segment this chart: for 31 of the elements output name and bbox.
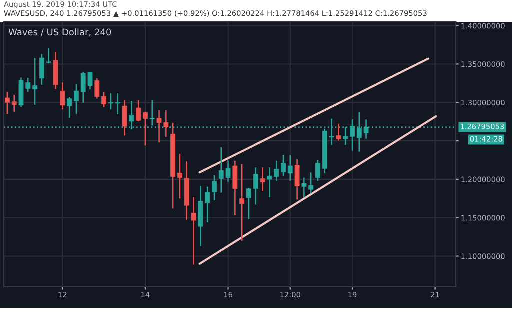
candlestick	[60, 82, 66, 110]
candlestick	[12, 94, 17, 112]
candlestick	[267, 167, 272, 198]
candlestick	[281, 154, 286, 177]
candlestick	[205, 186, 210, 224]
candlestick	[74, 84, 79, 115]
candlestick	[316, 160, 320, 182]
candlestick	[40, 54, 44, 86]
text: Waves / US Dollar, 240	[8, 28, 112, 37]
candlestick	[246, 187, 252, 220]
candlestick	[46, 47, 52, 64]
candlestick	[136, 100, 142, 122]
candlestick	[240, 164, 245, 242]
candlestick	[288, 154, 293, 182]
candlestick	[5, 91, 10, 115]
candlestick	[67, 96, 72, 119]
candlestick	[350, 118, 355, 152]
candlestick	[212, 174, 217, 201]
candlestick	[102, 91, 107, 108]
candlestick	[294, 158, 300, 200]
candlestick	[253, 167, 258, 206]
candlestick	[191, 196, 196, 266]
candlestick	[274, 160, 280, 182]
candlestick	[143, 111, 148, 146]
candlestick	[232, 160, 238, 216]
candlestick	[32, 57, 38, 106]
candlestick	[260, 167, 266, 192]
candlestick	[336, 123, 342, 142]
candlestick	[178, 153, 182, 200]
candlestick	[94, 78, 100, 100]
candlestick	[122, 100, 128, 136]
